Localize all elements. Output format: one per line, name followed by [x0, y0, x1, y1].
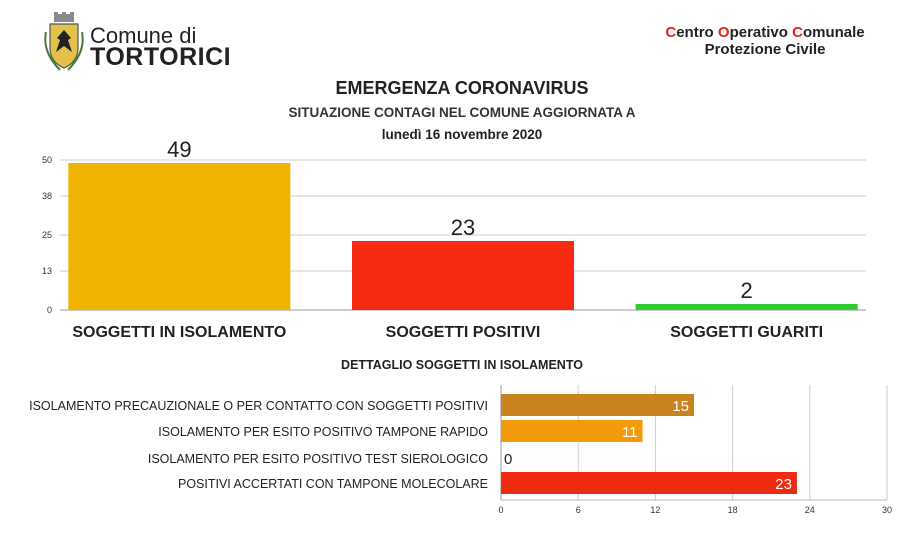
hbar-0: [501, 394, 694, 416]
detail-chart-title: DETTAGLIO SOGGETTI IN ISOLAMENTO: [341, 358, 583, 372]
x-tick-label-4: 24: [805, 505, 815, 515]
coc-initial-c2: C: [792, 24, 803, 41]
x-tick-label-0: 0: [498, 505, 503, 515]
x-tick-label-3: 18: [728, 505, 738, 515]
bar-1: [352, 241, 574, 310]
x-tick-label-2: 12: [650, 505, 660, 515]
x-tick-label-5: 30: [882, 505, 892, 515]
chart-subtitle: SITUAZIONE CONTAGI NEL COMUNE AGGIORNATA…: [288, 105, 636, 120]
bar-2: [635, 304, 858, 310]
chart-title: EMERGENZA CORONAVIRUS: [335, 78, 589, 98]
y-tick-label-3: 38: [42, 191, 52, 201]
y-tick-label-4: 50: [42, 155, 52, 165]
comune-name: TORTORICI: [90, 43, 232, 71]
y-tick-label-1: 13: [42, 266, 52, 276]
coc-word-omunale: omunale: [802, 24, 865, 41]
bar-value-label-1: 23: [451, 215, 475, 240]
bar-value-label-0: 49: [167, 137, 191, 162]
update-date: lunedì 16 novembre 2020: [381, 127, 543, 142]
hbar-value-label-0: 15: [672, 398, 689, 415]
coc-line-1: Centro Operativo Comunale: [610, 24, 920, 41]
category-label-2: SOGGETTI GUARITI: [670, 324, 823, 341]
hbar-value-label-2: 0: [504, 451, 512, 468]
x-tick-label-1: 6: [576, 505, 581, 515]
hbar-category-label-2: ISOLAMENTO PER ESITO POSITIVO TEST SIERO…: [148, 452, 488, 466]
hbar-category-label-0: ISOLAMENTO PRECAUZIONALE O PER CONTATTO …: [29, 399, 488, 413]
hbar-category-label-3: POSITIVI ACCERTATI CON TAMPONE MOLECOLAR…: [178, 477, 488, 491]
bar-0: [68, 163, 291, 310]
y-tick-label-2: 25: [42, 230, 52, 240]
hbar-value-label-3: 23: [775, 476, 792, 493]
y-tick-label-0: 0: [47, 305, 52, 315]
coc-header: Centro Operativo Comunale Protezione Civ…: [610, 24, 920, 58]
comune-prefix: Comune di: [90, 23, 197, 48]
category-label-1: SOGGETTI POSITIVI: [386, 324, 541, 341]
coc-word-entro: entro: [676, 24, 718, 41]
coc-word-perativo: perativo: [729, 24, 793, 41]
hbar-1: [501, 420, 643, 442]
hbar-3: [501, 472, 797, 494]
coc-line-2: Protezione Civile: [704, 41, 826, 58]
bar-value-label-2: 2: [741, 278, 753, 303]
coc-initial-c: C: [665, 24, 677, 41]
hbar-value-label-1: 11: [622, 424, 638, 441]
category-label-0: SOGGETTI IN ISOLAMENTO: [72, 324, 286, 341]
coc-initial-o: O: [717, 24, 730, 41]
coat-of-arms-logo: [44, 12, 84, 71]
hbar-category-label-1: ISOLAMENTO PER ESITO POSITIVO TAMPONE RA…: [158, 425, 488, 439]
